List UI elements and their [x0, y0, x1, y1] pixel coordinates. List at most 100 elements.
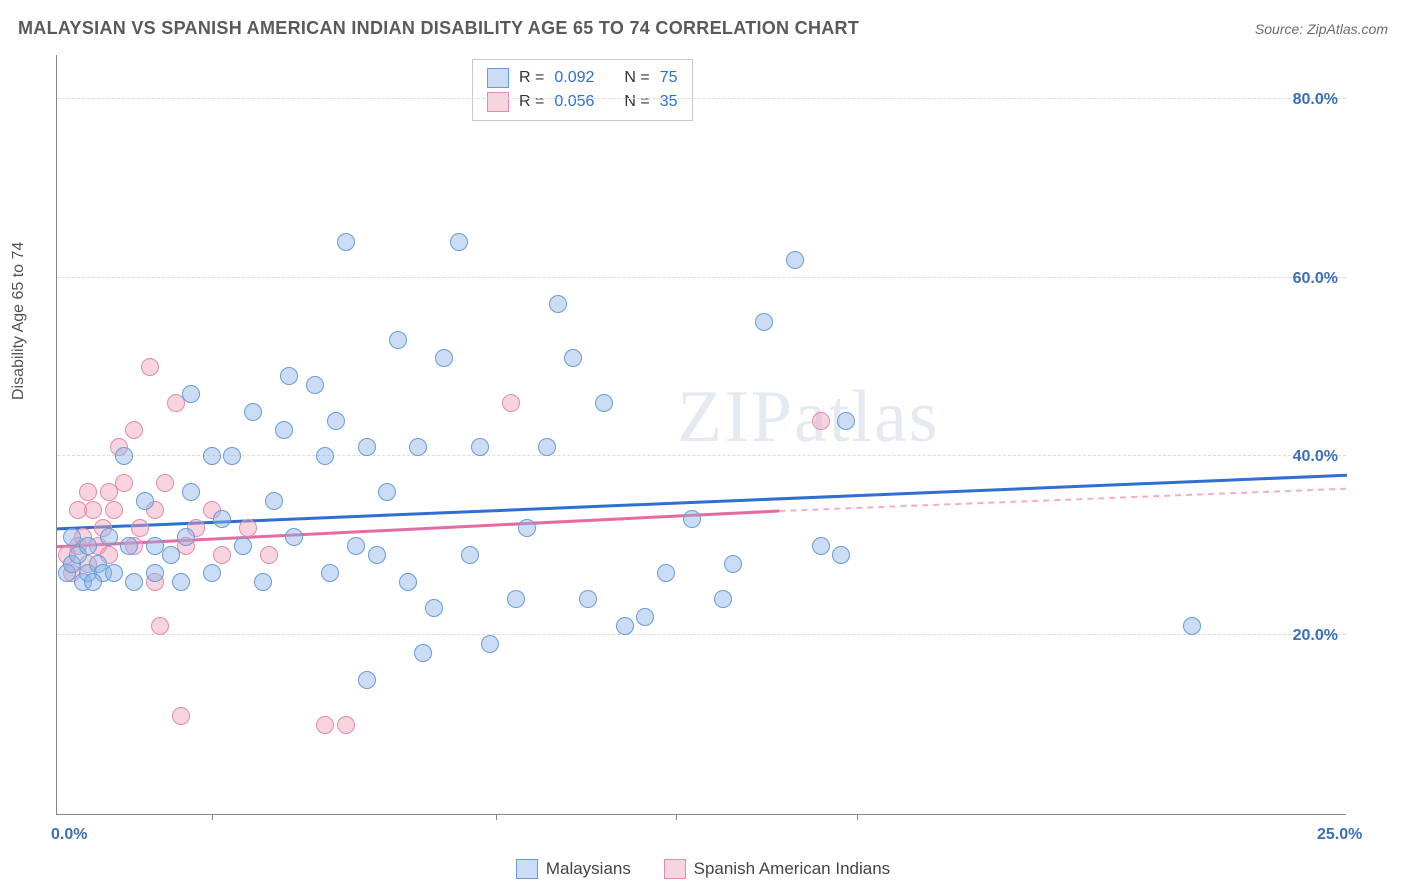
legend-item-spanish: Spanish American Indians — [664, 859, 891, 879]
scatter-point-malaysians — [280, 367, 298, 385]
scatter-point-spanish — [337, 716, 355, 734]
scatter-point-malaysians — [223, 447, 241, 465]
scatter-point-malaysians — [837, 412, 855, 430]
scatter-point-malaysians — [120, 537, 138, 555]
scatter-point-malaysians — [368, 546, 386, 564]
x-tick-mark — [676, 814, 677, 820]
scatter-point-malaysians — [115, 447, 133, 465]
scatter-point-malaysians — [450, 233, 468, 251]
scatter-point-malaysians — [414, 644, 432, 662]
scatter-point-spanish — [812, 412, 830, 430]
r-value-spanish: 0.056 — [554, 93, 594, 111]
scatter-point-malaysians — [358, 671, 376, 689]
r-label: R = — [519, 93, 544, 111]
scatter-point-malaysians — [182, 385, 200, 403]
scatter-point-malaysians — [538, 438, 556, 456]
scatter-point-malaysians — [636, 608, 654, 626]
scatter-point-spanish — [172, 707, 190, 725]
trend-lines — [57, 55, 1347, 815]
scatter-point-malaysians — [254, 573, 272, 591]
n-value-malaysians: 75 — [660, 69, 678, 87]
chart-title: MALAYSIAN VS SPANISH AMERICAN INDIAN DIS… — [18, 18, 859, 39]
scatter-point-malaysians — [786, 251, 804, 269]
r-value-malaysians: 0.092 — [554, 69, 594, 87]
scatter-point-malaysians — [316, 447, 334, 465]
scatter-point-malaysians — [616, 617, 634, 635]
scatter-point-malaysians — [306, 376, 324, 394]
scatter-point-malaysians — [347, 537, 365, 555]
scatter-point-spanish — [79, 483, 97, 501]
watermark-text: ZIPatlas — [677, 375, 940, 460]
scatter-point-malaysians — [244, 403, 262, 421]
scatter-point-malaysians — [714, 590, 732, 608]
swatch-malaysians-icon — [516, 859, 538, 879]
scatter-point-malaysians — [182, 483, 200, 501]
scatter-point-malaysians — [389, 331, 407, 349]
scatter-point-spanish — [115, 474, 133, 492]
scatter-point-malaysians — [234, 537, 252, 555]
y-tick-label: 60.0% — [1293, 270, 1338, 288]
n-label: N = — [624, 93, 649, 111]
scatter-point-malaysians — [657, 564, 675, 582]
legend-label-malaysians: Malaysians — [546, 859, 631, 879]
scatter-point-spanish — [84, 501, 102, 519]
scatter-point-malaysians — [177, 528, 195, 546]
scatter-point-spanish — [156, 474, 174, 492]
gridline-h — [57, 277, 1346, 278]
scatter-point-spanish — [316, 716, 334, 734]
scatter-point-malaysians — [265, 492, 283, 510]
scatter-point-malaysians — [471, 438, 489, 456]
scatter-plot-area: ZIPatlas R = 0.092 N = 75 R = 0.056 N = … — [56, 55, 1346, 815]
scatter-point-malaysians — [518, 519, 536, 537]
legend-row-spanish: R = 0.056 N = 35 — [487, 90, 678, 114]
correlation-legend: R = 0.092 N = 75 R = 0.056 N = 35 — [472, 59, 693, 121]
scatter-point-malaysians — [409, 438, 427, 456]
scatter-point-malaysians — [172, 573, 190, 591]
n-label: N = — [624, 69, 649, 87]
scatter-point-malaysians — [105, 564, 123, 582]
scatter-point-spanish — [125, 421, 143, 439]
scatter-point-malaysians — [203, 564, 221, 582]
scatter-point-malaysians — [507, 590, 525, 608]
scatter-point-spanish — [502, 394, 520, 412]
x-tick-mark — [857, 814, 858, 820]
scatter-point-malaysians — [564, 349, 582, 367]
x-tick-label: 0.0% — [51, 826, 87, 844]
gridline-h — [57, 634, 1346, 635]
scatter-point-malaysians — [378, 483, 396, 501]
scatter-point-malaysians — [136, 492, 154, 510]
scatter-point-malaysians — [125, 573, 143, 591]
n-value-spanish: 35 — [660, 93, 678, 111]
scatter-point-malaysians — [63, 528, 81, 546]
scatter-point-malaysians — [358, 438, 376, 456]
scatter-point-malaysians — [84, 573, 102, 591]
gridline-h — [57, 455, 1346, 456]
source-credit: Source: ZipAtlas.com — [1255, 21, 1388, 37]
r-label: R = — [519, 69, 544, 87]
swatch-spanish — [487, 92, 509, 112]
scatter-point-spanish — [151, 617, 169, 635]
scatter-point-malaysians — [1183, 617, 1201, 635]
scatter-point-malaysians — [724, 555, 742, 573]
scatter-point-spanish — [131, 519, 149, 537]
trend-line — [57, 511, 779, 547]
y-tick-label: 80.0% — [1293, 91, 1338, 109]
scatter-point-malaysians — [461, 546, 479, 564]
scatter-point-malaysians — [595, 394, 613, 412]
y-tick-label: 20.0% — [1293, 627, 1338, 645]
y-tick-label: 40.0% — [1293, 448, 1338, 466]
x-tick-label: 25.0% — [1317, 826, 1362, 844]
scatter-point-malaysians — [321, 564, 339, 582]
scatter-point-malaysians — [481, 635, 499, 653]
scatter-point-malaysians — [79, 537, 97, 555]
trend-line — [779, 489, 1347, 511]
scatter-point-malaysians — [812, 537, 830, 555]
scatter-point-malaysians — [337, 233, 355, 251]
scatter-point-malaysians — [755, 313, 773, 331]
scatter-point-spanish — [260, 546, 278, 564]
scatter-point-malaysians — [399, 573, 417, 591]
series-legend: Malaysians Spanish American Indians — [0, 859, 1406, 884]
scatter-point-malaysians — [213, 510, 231, 528]
scatter-point-spanish — [239, 519, 257, 537]
x-tick-mark — [496, 814, 497, 820]
